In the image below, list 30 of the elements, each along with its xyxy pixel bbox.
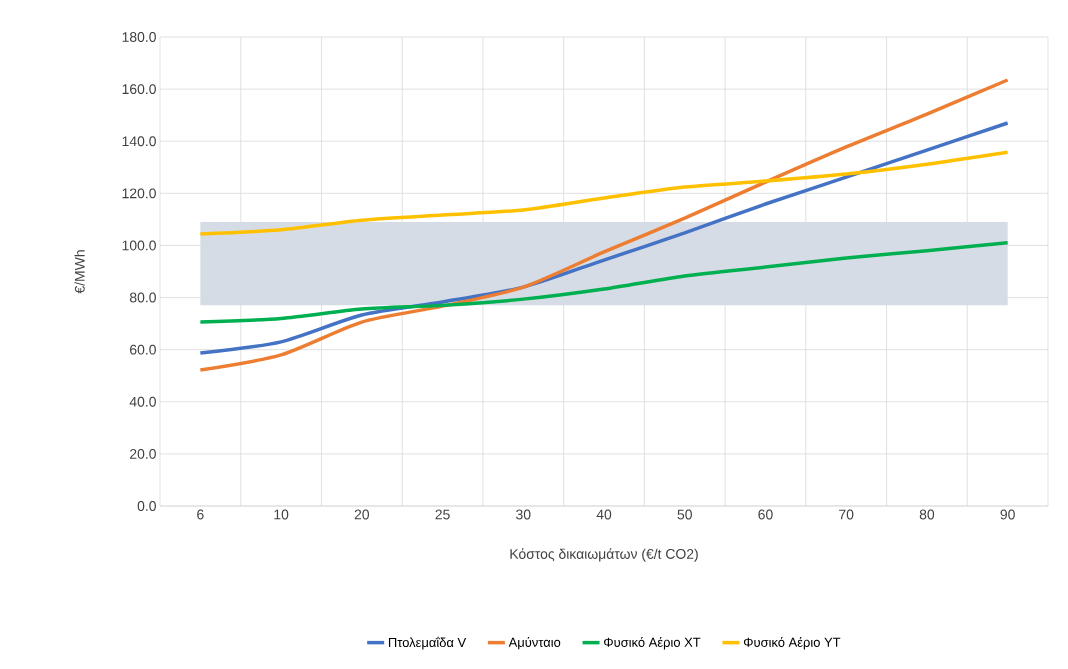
y-tick-label: 60.0 bbox=[130, 344, 156, 355]
line-series bbox=[198, 78, 1010, 372]
y-tick-label: 140.0 bbox=[122, 136, 156, 147]
y-tick-label: 40.0 bbox=[129, 396, 156, 407]
y-tick-label: 80.0 bbox=[129, 292, 156, 303]
legend-label: Φυσικό Αέριο ΧΤ bbox=[604, 637, 701, 650]
y-axis-title: €/MWh bbox=[74, 250, 85, 294]
legend-label: Αμύνταιο bbox=[508, 637, 561, 650]
x-tick-label: 70 bbox=[839, 509, 854, 520]
x-tick-label: 60 bbox=[758, 509, 773, 520]
line-series bbox=[198, 150, 1010, 236]
x-tick-label: 50 bbox=[677, 509, 692, 520]
line-series bbox=[198, 241, 1010, 324]
x-axis-title: Κόστος δικαιωμάτων (€/t CO2) bbox=[510, 548, 698, 562]
y-tick-label: 20.0 bbox=[130, 448, 156, 459]
x-tick-label: 25 bbox=[435, 509, 450, 520]
x-tick-label: 30 bbox=[516, 509, 531, 520]
y-tick-label: 120.0 bbox=[122, 188, 156, 199]
legend-label: Φυσικό Αέριο ΥΤ bbox=[743, 637, 841, 650]
x-tick-label: 10 bbox=[274, 509, 289, 520]
y-tick-label: 0.0 bbox=[137, 501, 156, 511]
x-tick-label: 40 bbox=[596, 509, 612, 520]
x-tick-label: 6 bbox=[197, 509, 204, 520]
legend-label: Πτολεμαΐδα V bbox=[388, 636, 467, 650]
y-tick-label: 180.0 bbox=[122, 32, 156, 42]
x-tick-label: 20 bbox=[354, 509, 370, 520]
y-tick-label: 100.0 bbox=[122, 240, 156, 251]
y-tick-label: 160.0 bbox=[122, 84, 156, 95]
x-tick-label: 90 bbox=[1000, 509, 1015, 520]
x-tick-label: 80 bbox=[919, 509, 935, 520]
